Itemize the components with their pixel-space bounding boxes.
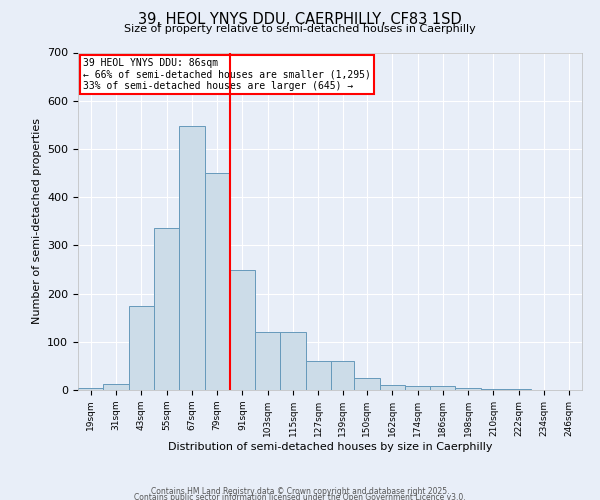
Bar <box>506 389 532 390</box>
Bar <box>331 361 354 390</box>
Bar <box>179 126 205 390</box>
Bar <box>230 270 255 390</box>
Y-axis label: Number of semi-detached properties: Number of semi-detached properties <box>32 118 41 324</box>
Text: 39 HEOL YNYS DDU: 86sqm
← 66% of semi-detached houses are smaller (1,295)
33% of: 39 HEOL YNYS DDU: 86sqm ← 66% of semi-de… <box>83 58 371 91</box>
Bar <box>255 332 280 390</box>
Text: Contains public sector information licensed under the Open Government Licence v3: Contains public sector information licen… <box>134 492 466 500</box>
Text: Size of property relative to semi-detached houses in Caerphilly: Size of property relative to semi-detach… <box>124 24 476 34</box>
Bar <box>103 384 128 390</box>
Bar <box>205 173 230 390</box>
Text: Contains HM Land Registry data © Crown copyright and database right 2025.: Contains HM Land Registry data © Crown c… <box>151 487 449 496</box>
Bar <box>154 228 179 390</box>
Bar <box>354 378 380 390</box>
Bar <box>78 388 103 390</box>
X-axis label: Distribution of semi-detached houses by size in Caerphilly: Distribution of semi-detached houses by … <box>168 442 492 452</box>
Bar <box>430 386 455 390</box>
Bar <box>306 361 331 390</box>
Bar <box>128 306 154 390</box>
Bar <box>481 389 506 390</box>
Text: 39, HEOL YNYS DDU, CAERPHILLY, CF83 1SD: 39, HEOL YNYS DDU, CAERPHILLY, CF83 1SD <box>138 12 462 28</box>
Bar <box>455 388 481 390</box>
Bar <box>405 386 430 390</box>
Bar <box>380 385 405 390</box>
Bar <box>280 332 306 390</box>
